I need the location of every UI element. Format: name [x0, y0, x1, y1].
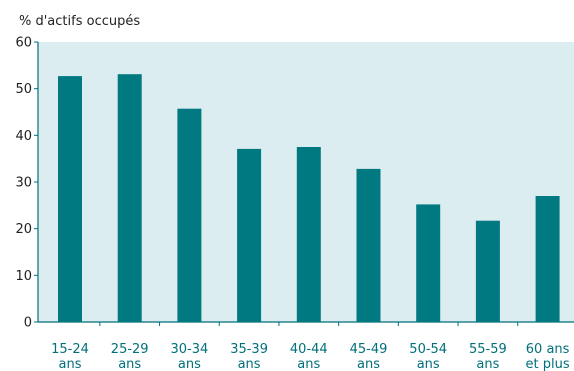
- x-tick-label: 15-24 ans: [51, 342, 89, 371]
- bar: [296, 147, 321, 322]
- y-tick-label: 20: [15, 222, 32, 237]
- bar: [356, 168, 381, 322]
- bar: [177, 108, 202, 322]
- bar: [475, 220, 500, 322]
- bar: [58, 76, 82, 322]
- x-tick-label: 30-34 ans: [171, 342, 209, 371]
- bar: [117, 74, 142, 322]
- bars: [58, 74, 560, 322]
- bar: [535, 196, 560, 322]
- y-tick-label: 50: [15, 82, 32, 97]
- x-tick-label: 25-29 ans: [111, 342, 149, 371]
- x-tick-label: 50-54 ans: [409, 342, 447, 371]
- bar: [237, 148, 262, 322]
- x-tick-label: 60 ans et plus: [526, 342, 570, 371]
- bar: [416, 204, 441, 322]
- y-tick-label: 40: [15, 129, 32, 144]
- x-tick-label: 40-44 ans: [290, 342, 328, 371]
- x-tick-label: 55-59 ans: [469, 342, 507, 371]
- y-axis-label: % d'actifs occupés: [19, 14, 140, 29]
- y-tick-label: 60: [15, 36, 32, 51]
- x-tick-label: 35-39 ans: [230, 342, 268, 371]
- x-categories: 15-24 ans 25-29 ans 30-34 ans 35-39 ans 40-44 ans…: [51, 322, 570, 371]
- y-tick-label: 30: [15, 176, 32, 191]
- y-tick-label: 0: [24, 316, 32, 331]
- x-tick-label: 45-49 ans: [350, 342, 388, 371]
- y-tick-label: 10: [15, 269, 32, 284]
- y-ticks: 0 10 20 30 40 50 60: [15, 36, 38, 331]
